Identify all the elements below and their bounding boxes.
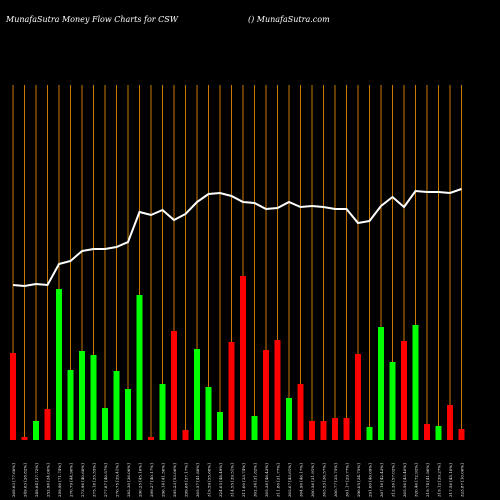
x-tick-label: 249.63 [28.82%] bbox=[23, 463, 28, 497]
bar bbox=[136, 295, 143, 440]
x-tick-label: 249.84 [37.72%] bbox=[34, 463, 39, 497]
bar bbox=[447, 405, 453, 440]
bar bbox=[412, 325, 419, 440]
x-tick-label: 277.87 [40.57%] bbox=[103, 463, 108, 497]
x-tick-label: 270.79 [44.90%] bbox=[69, 463, 74, 497]
x-tick-label: 305.56 [43.40%] bbox=[402, 463, 407, 497]
bar bbox=[102, 408, 108, 440]
bar bbox=[171, 331, 177, 440]
bar bbox=[10, 353, 16, 440]
x-tick-label: 273.96 [40.68%] bbox=[80, 463, 85, 497]
x-tick-label: 323.87 [10.06%] bbox=[460, 463, 465, 497]
x-tick-label: 314.55 [39.51%] bbox=[230, 463, 235, 497]
bar bbox=[113, 371, 120, 440]
x-tick-label: 304.90 [46.17%] bbox=[299, 463, 304, 497]
bar bbox=[378, 327, 384, 440]
x-tick-label: 303.53 [36.57%] bbox=[322, 463, 327, 497]
bar bbox=[228, 342, 235, 440]
bar bbox=[194, 349, 200, 440]
x-tick-label: 275.18 [35.55%] bbox=[92, 463, 97, 497]
x-tick-label: 282.30 [36.06%] bbox=[126, 463, 131, 497]
bar bbox=[240, 276, 246, 440]
x-tick-label: 319.74 [41.96%] bbox=[425, 463, 430, 497]
x-tick-label: 319.12 [39.27%] bbox=[437, 463, 442, 497]
x-tick-label: 295.23 [53.06%] bbox=[172, 463, 177, 497]
x-tick-label: 302.07 [43.61%] bbox=[287, 463, 292, 497]
x-tick-label: 290.25 [45.16%] bbox=[138, 463, 143, 497]
x-tick-label: 320.46 [72.92%] bbox=[414, 463, 419, 497]
x-tick-label: 319.59 [55.68%] bbox=[207, 463, 212, 497]
x-tick-label: 312.36 [57.02%] bbox=[391, 463, 396, 497]
x-tick-label: 291.00 [46.09%] bbox=[368, 463, 373, 497]
x-tick-label: 259.90 [71.74%] bbox=[57, 463, 62, 497]
bar bbox=[435, 426, 442, 440]
x-tick-label: 270.75 [39.41%] bbox=[115, 463, 120, 497]
bar bbox=[251, 416, 258, 440]
bar bbox=[90, 355, 97, 440]
bar bbox=[67, 370, 74, 440]
x-tick-label: 300.56 [31.91%] bbox=[310, 463, 315, 497]
bar bbox=[182, 430, 189, 440]
bar bbox=[320, 421, 327, 440]
bar bbox=[274, 340, 281, 440]
x-tick-label: 305.57 [41.88%] bbox=[195, 463, 200, 497]
bar bbox=[401, 341, 407, 440]
x-tick-label: 311.00 [33.74%] bbox=[241, 463, 246, 497]
bar bbox=[355, 354, 361, 440]
bar bbox=[389, 362, 396, 440]
bar bbox=[286, 398, 292, 440]
price-line bbox=[12, 188, 462, 288]
bar bbox=[424, 424, 430, 440]
bar bbox=[159, 384, 166, 440]
x-tick-label: 296.14 [41.56%] bbox=[161, 463, 166, 497]
bar bbox=[217, 412, 223, 440]
bar bbox=[263, 350, 269, 440]
x-tick-label: 252.96 [34.00%] bbox=[46, 463, 51, 497]
bar bbox=[44, 409, 51, 440]
bar bbox=[79, 351, 85, 440]
x-tick-label: 305.36 [46.43%] bbox=[264, 463, 269, 497]
x-tick-label: 269.63 [77.68%] bbox=[11, 463, 16, 497]
bar bbox=[343, 418, 350, 440]
x-tick-label: 301.17 [29.77%] bbox=[345, 463, 350, 497]
x-tick-label: 299.27 [40.17%] bbox=[149, 463, 154, 497]
bar bbox=[148, 437, 154, 440]
bar bbox=[125, 389, 131, 440]
bar bbox=[205, 387, 212, 440]
bar bbox=[366, 427, 373, 440]
x-tick-label: 299.68 [37.17%] bbox=[184, 463, 189, 497]
bar bbox=[33, 421, 39, 440]
bar bbox=[56, 289, 62, 440]
x-tick-label: 317.56 [45.10%] bbox=[448, 463, 453, 497]
x-tick-label: 302.34 [31.82%] bbox=[253, 463, 258, 497]
bar bbox=[458, 429, 465, 440]
chart-subtitle: () MunafaSutra.com bbox=[248, 15, 330, 24]
x-tick-label: 300.77 [35.75%] bbox=[333, 463, 338, 497]
x-tick-label: 311.80 [31.77%] bbox=[276, 463, 281, 497]
x-tick-label: 307.16 [42.43%] bbox=[379, 463, 384, 497]
bar bbox=[332, 418, 338, 440]
x-tick-label: 324.05 [48.49%] bbox=[218, 463, 223, 497]
x-tick-label: 290.05 [34.75%] bbox=[356, 463, 361, 497]
bar bbox=[297, 384, 304, 440]
bar bbox=[21, 437, 28, 440]
bar bbox=[309, 421, 315, 440]
chart-title: MunafaSutra Money Flow Charts for CSW bbox=[5, 15, 179, 24]
